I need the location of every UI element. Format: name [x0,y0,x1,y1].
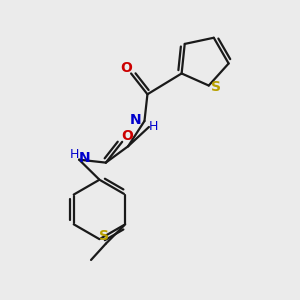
Text: N: N [130,112,141,127]
Text: S: S [211,80,221,94]
Text: N: N [79,151,90,165]
Text: S: S [99,229,110,243]
Text: O: O [120,61,132,75]
Text: H: H [149,121,158,134]
Text: H: H [70,148,79,161]
Text: O: O [122,130,134,143]
